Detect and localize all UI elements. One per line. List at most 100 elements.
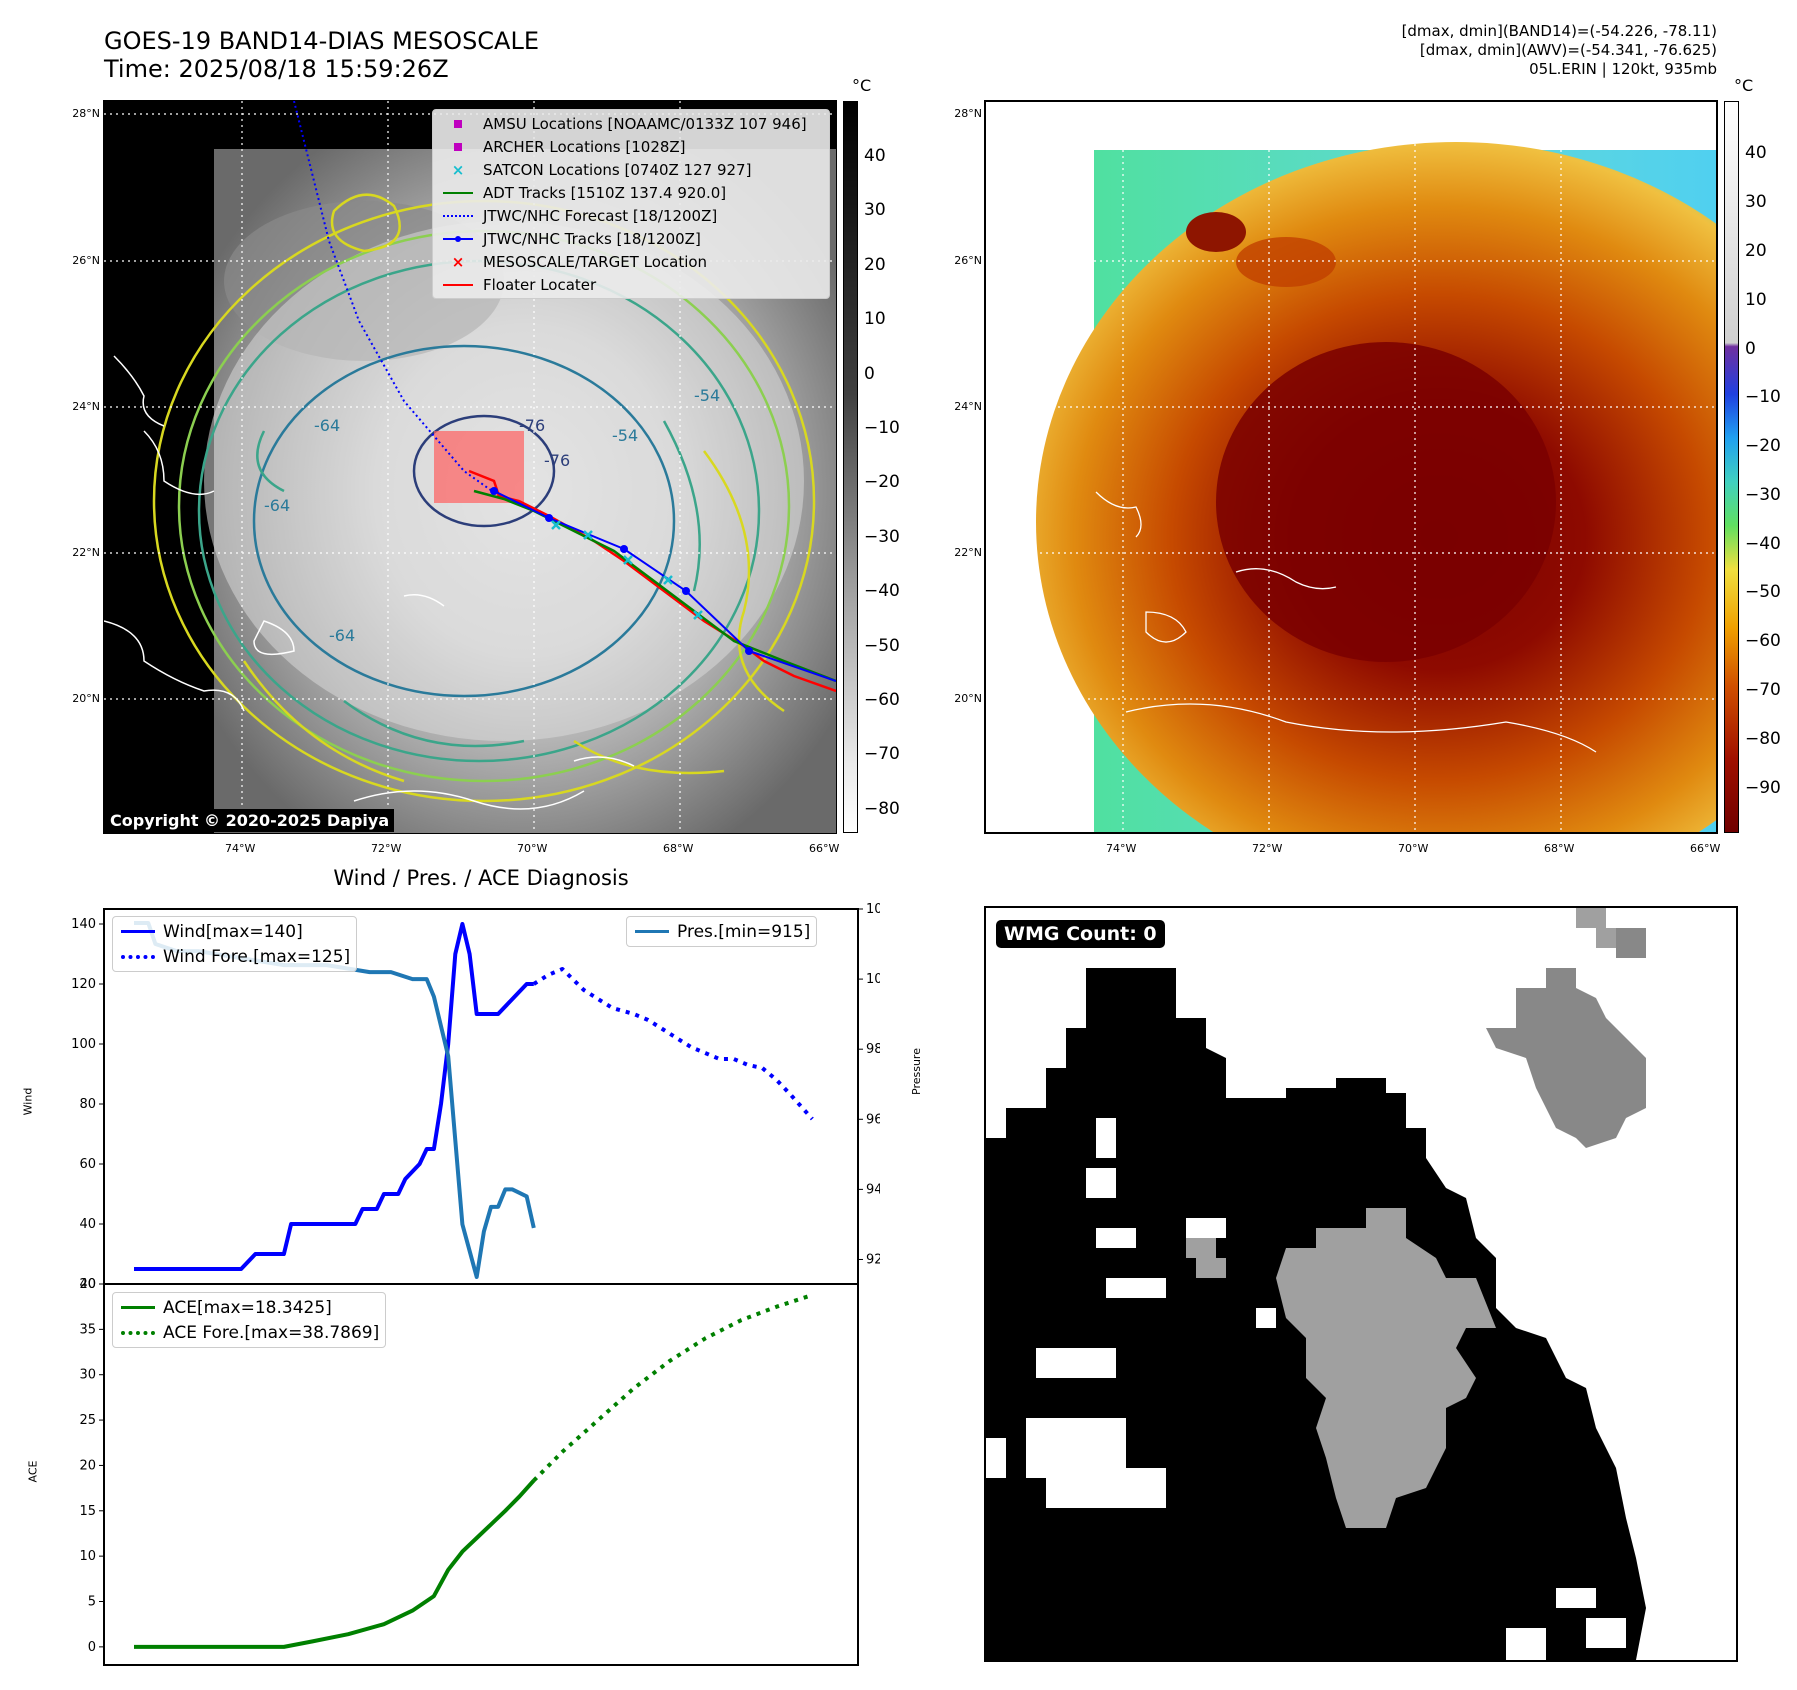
legend-label: Wind[max=140] [163,921,303,942]
lon-label: 66°W [1690,842,1721,855]
legend-wind-forecast: Wind Fore.[max=125] [113,944,356,969]
line-icon [439,283,477,286]
wmg-count-badge: WMG Count: 0 [996,920,1165,948]
line-icon [119,1306,157,1309]
legend-adt: ADT Tracks [1510Z 137.4 920.0] [433,181,829,204]
lat-label: 26°N [72,254,100,267]
colorbar-tick: 20 [1745,241,1767,261]
colorbar-tick: −40 [864,581,900,601]
ace-forecast-line [532,1293,813,1482]
colorbar-tick: −20 [864,472,900,492]
right-lon-labels: 74°W 72°W 70°W 68°W 66°W [984,842,1744,858]
colorbar-tick: 0 [1745,339,1756,359]
legend-label: Pres.[min=915] [677,921,811,942]
lat-label: 22°N [954,546,982,559]
line-icon [633,930,671,933]
colorbar-tick: −40 [1745,534,1781,554]
lon-label: 72°W [371,842,402,855]
legend-archer: ARCHER Locations [1028Z] [433,135,829,158]
lat-label: 28°N [72,107,100,120]
colorbar-tick: −50 [864,636,900,656]
legend-label: ARCHER Locations [1028Z] [483,137,686,156]
x-marker-icon: × [451,252,465,271]
colorbar-tick: 30 [1745,192,1767,212]
ace-legend: ACE[max=18.3425] ACE Fore.[max=38.7869] [112,1292,387,1348]
pressure-tick-label: 960 [866,1112,880,1127]
lat-label: 24°N [72,400,100,413]
wind-tick-label: 20 [79,1277,96,1292]
colorbar-tick: 20 [864,255,886,275]
lon-label: 72°W [1252,842,1283,855]
colorbar-tick: 40 [864,146,886,166]
colorbar-tick: −80 [1745,729,1781,749]
legend-wind: Wind[max=140] [113,919,356,944]
legend-pressure: Pres.[min=915] [627,919,816,944]
lon-label: 66°W [809,842,840,855]
wind-tick-label: 40 [79,1217,96,1232]
wind-tick-label: 80 [79,1097,96,1112]
ace-tick-label: 20 [79,1458,96,1473]
colorbar-tick: −70 [864,744,900,764]
legend-jtwc-tracks: JTWC/NHC Tracks [18/1200Z] [433,227,829,250]
x-marker-icon: × [451,160,465,179]
lat-label: 26°N [954,254,982,267]
pressure-tick-label: 920 [866,1252,880,1267]
info-band14: [dmax, dmin](BAND14)=(-54.226, -78.11) [1401,22,1717,40]
colorbar-tick: −30 [1745,485,1781,505]
lon-label: 74°W [1106,842,1137,855]
lat-label: 22°N [72,546,100,559]
line-icon [439,191,477,194]
colorbar-tick: −90 [1745,778,1781,798]
legend-label: SATCON Locations [0740Z 127 927] [483,160,752,179]
legend-label: ADT Tracks [1510Z 137.4 920.0] [483,183,727,202]
figure-info: [dmax, dmin](BAND14)=(-54.226, -78.11) [… [1402,22,1717,79]
colorbar-tick: −70 [1745,680,1781,700]
colorbar-tick: −60 [864,690,900,710]
line-icon [119,930,157,933]
wind-tick-label: 120 [71,977,96,992]
lat-label: 20°N [72,692,100,705]
legend-label: Wind Fore.[max=125] [163,946,351,967]
colorbar-tick: −60 [1745,631,1781,651]
ace-axis-label: ACE [26,1460,40,1483]
right-lat-labels: 28°N 26°N 24°N 22°N 20°N [940,100,984,834]
lat-label: 24°N [954,400,982,413]
ace-tick-label: 25 [79,1413,96,1428]
square-marker-icon [439,142,477,151]
ace-line [134,1479,536,1649]
pressure-axis-label: Pressure [910,1048,923,1095]
contour-label: -76 [519,416,545,435]
ace-tick-label: 40 [79,1277,96,1292]
ace-tick-label: 5 [88,1595,96,1610]
contour-label: -64 [329,626,355,645]
ace-tick-label: 0 [88,1640,96,1655]
contour-label: -54 [612,426,638,445]
pressure-tick-label: 1000 [866,972,880,987]
wmg-image [986,908,1646,1660]
colorbar-tick: 10 [864,309,886,329]
ace-tick-label: 30 [79,1368,96,1383]
pressure-tick-label: 980 [866,1042,880,1057]
title-line-1: GOES-19 BAND14-DIAS MESOSCALE [104,27,540,55]
pressure-legend: Pres.[min=915] [626,916,818,947]
lon-label: 70°W [1398,842,1429,855]
contour-label: -64 [314,416,340,435]
dotted-line-icon [439,214,477,217]
dotted-line-icon [119,954,157,959]
right-colorbar-unit: °C [1734,76,1754,95]
legend-label: AMSU Locations [NOAAMC/0133Z 107 946] [483,114,807,133]
lon-label: 68°W [663,842,694,855]
colorbar-tick: 30 [864,200,886,220]
colorbar-tick: −50 [1745,582,1781,602]
contour-label: -76 [544,451,570,470]
colorbar-tick: 10 [1745,290,1767,310]
right-map-image [986,102,1716,832]
diagnosis-title: Wind / Pres. / ACE Diagnosis [333,866,629,890]
target-box [434,431,524,503]
colorbar-tick: −80 [864,799,900,819]
ace-plot-frame [103,1283,859,1666]
wind-legend: Wind[max=140] Wind Fore.[max=125] [112,916,358,972]
colorbar-tick: 0 [864,364,875,384]
legend-label: JTWC/NHC Tracks [18/1200Z] [483,229,701,248]
legend-amsu: AMSU Locations [NOAAMC/0133Z 107 946] [433,112,829,135]
